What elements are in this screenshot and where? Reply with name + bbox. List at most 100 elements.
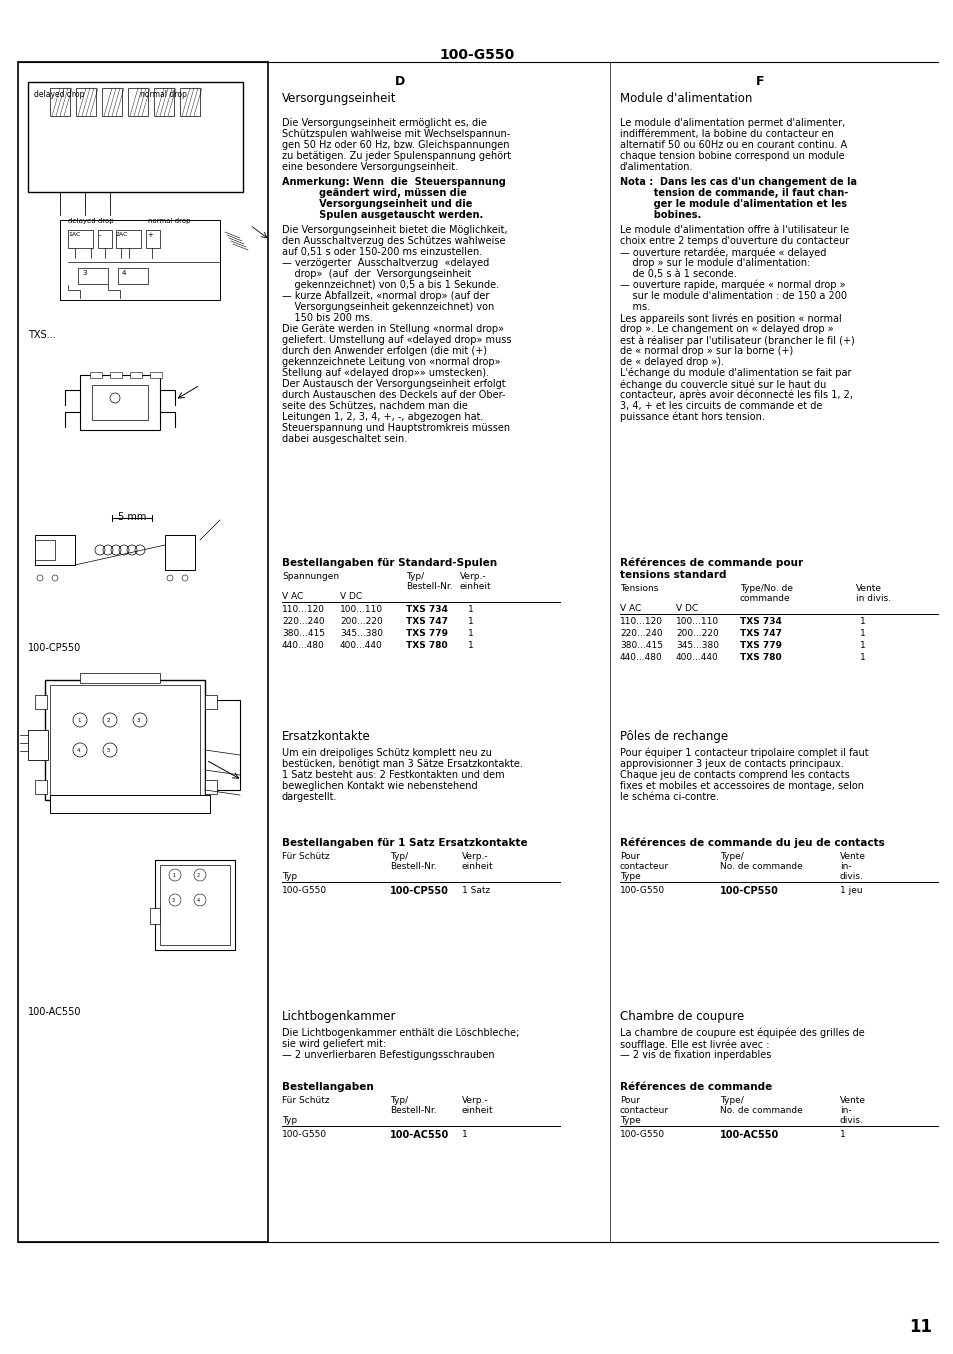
Bar xyxy=(50,88,70,116)
Text: drop»  (auf  der  Versorgungseinheit: drop» (auf der Versorgungseinheit xyxy=(282,269,471,279)
Text: 100...110: 100...110 xyxy=(339,605,383,613)
Text: Verp.-: Verp.- xyxy=(461,852,488,861)
Text: 345...380: 345...380 xyxy=(676,640,719,650)
Bar xyxy=(130,372,142,378)
Text: Chaque jeu de contacts comprend les contacts: Chaque jeu de contacts comprend les cont… xyxy=(619,770,849,780)
Text: soufflage. Elle est livrée avec :: soufflage. Elle est livrée avec : xyxy=(619,1039,769,1049)
Bar xyxy=(78,268,108,284)
Text: 100-CP550: 100-CP550 xyxy=(390,886,449,896)
Text: durch den Anwender erfolgen (die mit (+): durch den Anwender erfolgen (die mit (+) xyxy=(282,347,486,356)
Text: TXS 780: TXS 780 xyxy=(740,653,781,662)
Text: 110...120: 110...120 xyxy=(282,605,325,613)
Text: 100-G550: 100-G550 xyxy=(282,886,327,895)
Bar xyxy=(128,88,148,116)
Text: puissance étant hors tension.: puissance étant hors tension. xyxy=(619,412,764,422)
Text: 110...120: 110...120 xyxy=(619,617,662,626)
Text: gekennzeichnet) von 0,5 a bis 1 Sekunde.: gekennzeichnet) von 0,5 a bis 1 Sekunde. xyxy=(282,280,498,290)
Bar xyxy=(160,865,230,945)
Text: 200...220: 200...220 xyxy=(339,617,382,626)
Text: 400...440: 400...440 xyxy=(339,640,382,650)
Text: Vente: Vente xyxy=(855,584,882,593)
Bar xyxy=(50,795,210,812)
Bar xyxy=(154,860,234,951)
Text: Bestellangaben: Bestellangaben xyxy=(282,1082,374,1091)
Text: 11: 11 xyxy=(908,1317,931,1336)
Text: — 2 unverlierbaren Befestigungsschrauben: — 2 unverlierbaren Befestigungsschrauben xyxy=(282,1049,494,1060)
Text: einheit: einheit xyxy=(459,582,491,590)
Text: den Ausschaltverzug des Schützes wahlweise: den Ausschaltverzug des Schützes wahlwei… xyxy=(282,236,505,246)
Text: Chambre de coupure: Chambre de coupure xyxy=(619,1010,743,1024)
Bar xyxy=(80,375,160,431)
Text: 100-AC550: 100-AC550 xyxy=(28,1007,81,1017)
Text: Stellung auf «delayed drop»» umstecken).: Stellung auf «delayed drop»» umstecken). xyxy=(282,368,489,378)
Text: Die Lichtbogenkammer enthält die Löschbleche;: Die Lichtbogenkammer enthält die Löschbl… xyxy=(282,1028,518,1039)
Bar xyxy=(205,700,240,789)
Text: Die Geräte werden in Stellung «normal drop»: Die Geräte werden in Stellung «normal dr… xyxy=(282,324,503,334)
Text: gekennzeichnete Leitung von «normal drop»: gekennzeichnete Leitung von «normal drop… xyxy=(282,357,500,367)
Text: échange du couvercle situé sur le haut du: échange du couvercle situé sur le haut d… xyxy=(619,379,825,390)
Text: delayed drop: delayed drop xyxy=(34,89,84,99)
Text: Le module d'alimentation permet d'alimenter,: Le module d'alimentation permet d'alimen… xyxy=(619,118,844,129)
Text: V AC: V AC xyxy=(619,604,640,613)
Text: Steuerspannung und Hauptstromkreis müssen: Steuerspannung und Hauptstromkreis müsse… xyxy=(282,422,510,433)
Text: +: + xyxy=(147,232,152,238)
Text: Bestell-Nr.: Bestell-Nr. xyxy=(390,862,436,871)
Bar xyxy=(91,385,148,420)
Text: 1 Satz besteht aus: 2 Festkontakten und dem: 1 Satz besteht aus: 2 Festkontakten und … xyxy=(282,770,504,780)
Text: 100...110: 100...110 xyxy=(676,617,719,626)
Text: 400...440: 400...440 xyxy=(676,653,718,662)
Text: Bestell-Nr.: Bestell-Nr. xyxy=(406,582,452,590)
Text: Ersatzkontakte: Ersatzkontakte xyxy=(282,730,371,743)
Text: commande: commande xyxy=(740,594,790,603)
Bar xyxy=(165,535,194,570)
Bar xyxy=(205,695,216,709)
Bar xyxy=(110,372,122,378)
Text: eine besondere Versorgungseinheit.: eine besondere Versorgungseinheit. xyxy=(282,162,457,172)
Text: 1 Satz: 1 Satz xyxy=(461,886,490,895)
Text: — ouverture retardée, marquée « delayed: — ouverture retardée, marquée « delayed xyxy=(619,246,825,257)
Text: 100-G550: 100-G550 xyxy=(619,886,664,895)
Text: geändert wird, müssen die: geändert wird, müssen die xyxy=(282,188,466,198)
Text: 1: 1 xyxy=(859,653,864,662)
Text: seite des Schützes, nachdem man die: seite des Schützes, nachdem man die xyxy=(282,401,467,412)
Bar xyxy=(153,88,173,116)
Text: Type/: Type/ xyxy=(720,1095,743,1105)
Bar xyxy=(205,780,216,793)
Text: in-: in- xyxy=(840,862,851,871)
Text: TXS 747: TXS 747 xyxy=(406,617,448,626)
Text: Für Schütz: Für Schütz xyxy=(282,1095,330,1105)
Text: 100-AC550: 100-AC550 xyxy=(720,1131,779,1140)
Text: 1AC: 1AC xyxy=(68,232,80,237)
Bar xyxy=(45,680,205,800)
Bar xyxy=(146,230,160,248)
Bar xyxy=(60,219,220,301)
Text: est à réaliser par l'utilisateur (brancher le fil (+): est à réaliser par l'utilisateur (branch… xyxy=(619,334,854,345)
Text: 1: 1 xyxy=(468,605,474,613)
Text: Typ: Typ xyxy=(282,872,296,881)
Text: — verzögerter  Ausschaltverzug  «delayed: — verzögerter Ausschaltverzug «delayed xyxy=(282,259,489,268)
Text: Vente: Vente xyxy=(840,1095,865,1105)
Text: Lichtbogenkammer: Lichtbogenkammer xyxy=(282,1010,396,1024)
Text: 4: 4 xyxy=(122,269,126,276)
Text: Module d'alimentation: Module d'alimentation xyxy=(619,92,752,106)
Text: Versorgungseinheit: Versorgungseinheit xyxy=(282,92,396,106)
Text: Références de commande: Références de commande xyxy=(619,1082,771,1091)
Text: bestücken, benötigt man 3 Sätze Ersatzkontakte.: bestücken, benötigt man 3 Sätze Ersatzko… xyxy=(282,760,522,769)
Bar xyxy=(180,88,200,116)
Text: Verp.-: Verp.- xyxy=(461,1095,488,1105)
Text: 100-CP550: 100-CP550 xyxy=(720,886,778,896)
Text: einheit: einheit xyxy=(461,1106,493,1114)
Text: Für Schütz: Für Schütz xyxy=(282,852,330,861)
Bar xyxy=(116,230,141,248)
Text: V AC: V AC xyxy=(282,592,303,601)
Text: 380...415: 380...415 xyxy=(282,630,325,638)
Text: approvisionner 3 jeux de contacts principaux.: approvisionner 3 jeux de contacts princi… xyxy=(619,760,843,769)
Text: d'alimentation.: d'alimentation. xyxy=(619,162,693,172)
Text: 100-G550: 100-G550 xyxy=(439,47,514,62)
Text: contacteur, après avoir déconnecté les fils 1, 2,: contacteur, après avoir déconnecté les f… xyxy=(619,390,852,401)
Text: TXS 747: TXS 747 xyxy=(740,630,781,638)
Text: de « delayed drop »).: de « delayed drop »). xyxy=(619,357,723,367)
Text: bobines.: bobines. xyxy=(619,210,700,219)
Bar xyxy=(90,372,102,378)
Text: ger le module d'alimentation et les: ger le module d'alimentation et les xyxy=(619,199,846,209)
